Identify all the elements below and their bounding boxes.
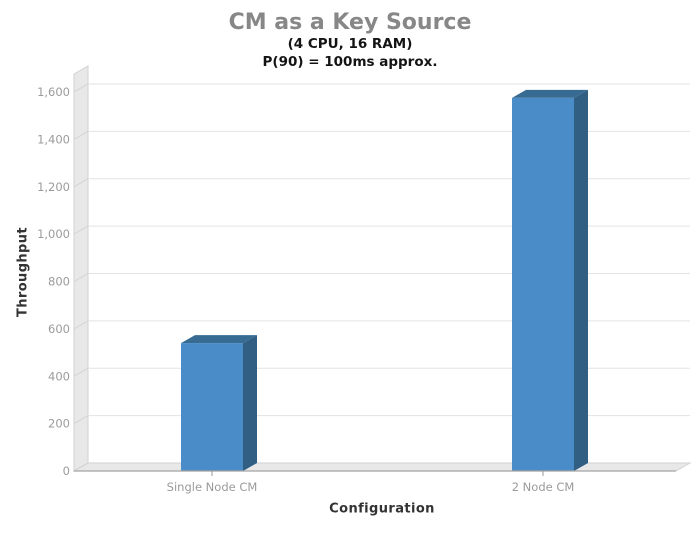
y-tick-label: 800 xyxy=(48,275,70,289)
y-axis-title: Throughput xyxy=(15,226,31,318)
y-tick-connector xyxy=(73,320,89,330)
y-tick-label: 200 xyxy=(48,417,70,431)
x-category-label: 2 Node CM xyxy=(512,480,575,494)
y-tick-connector xyxy=(73,130,89,140)
bar-side-face xyxy=(574,89,588,471)
x-category-label: Single Node CM xyxy=(167,480,258,494)
chart-left-wall xyxy=(73,65,89,472)
y-tick-label: 1,400 xyxy=(37,132,70,146)
y-tick-connector xyxy=(73,273,89,282)
chart-title: CM as a Key Source xyxy=(228,10,472,35)
chart-floor xyxy=(72,462,692,472)
y-tick-label: 0 xyxy=(63,464,70,478)
y-tick-label: 1,000 xyxy=(37,227,70,241)
y-tick-label: 1,200 xyxy=(37,180,70,194)
chart-subtitle-line2: P(90) = 100ms approx. xyxy=(262,54,438,71)
chart-subtitle-line1: (4 CPU, 16 RAM) xyxy=(287,36,413,53)
y-tick-label: 400 xyxy=(48,369,70,383)
y-tick-connector xyxy=(73,462,89,472)
bar xyxy=(181,343,243,471)
y-tick-connector xyxy=(73,178,89,188)
bar xyxy=(512,97,574,471)
bar-top-face xyxy=(181,335,257,344)
x-axis-title: Configuration xyxy=(329,501,435,517)
y-tick-connector xyxy=(73,83,89,93)
y-tick-label: 1,600 xyxy=(37,85,70,99)
y-tick-label: 600 xyxy=(48,322,70,336)
y-tick-connector xyxy=(73,367,89,377)
bar-side-face xyxy=(243,335,257,471)
y-tick-connector xyxy=(73,225,89,235)
bar-top-face xyxy=(512,89,588,98)
title-block: CM as a Key Source (4 CPU, 16 RAM) P(90)… xyxy=(0,0,700,72)
y-tick-connector xyxy=(73,415,89,425)
